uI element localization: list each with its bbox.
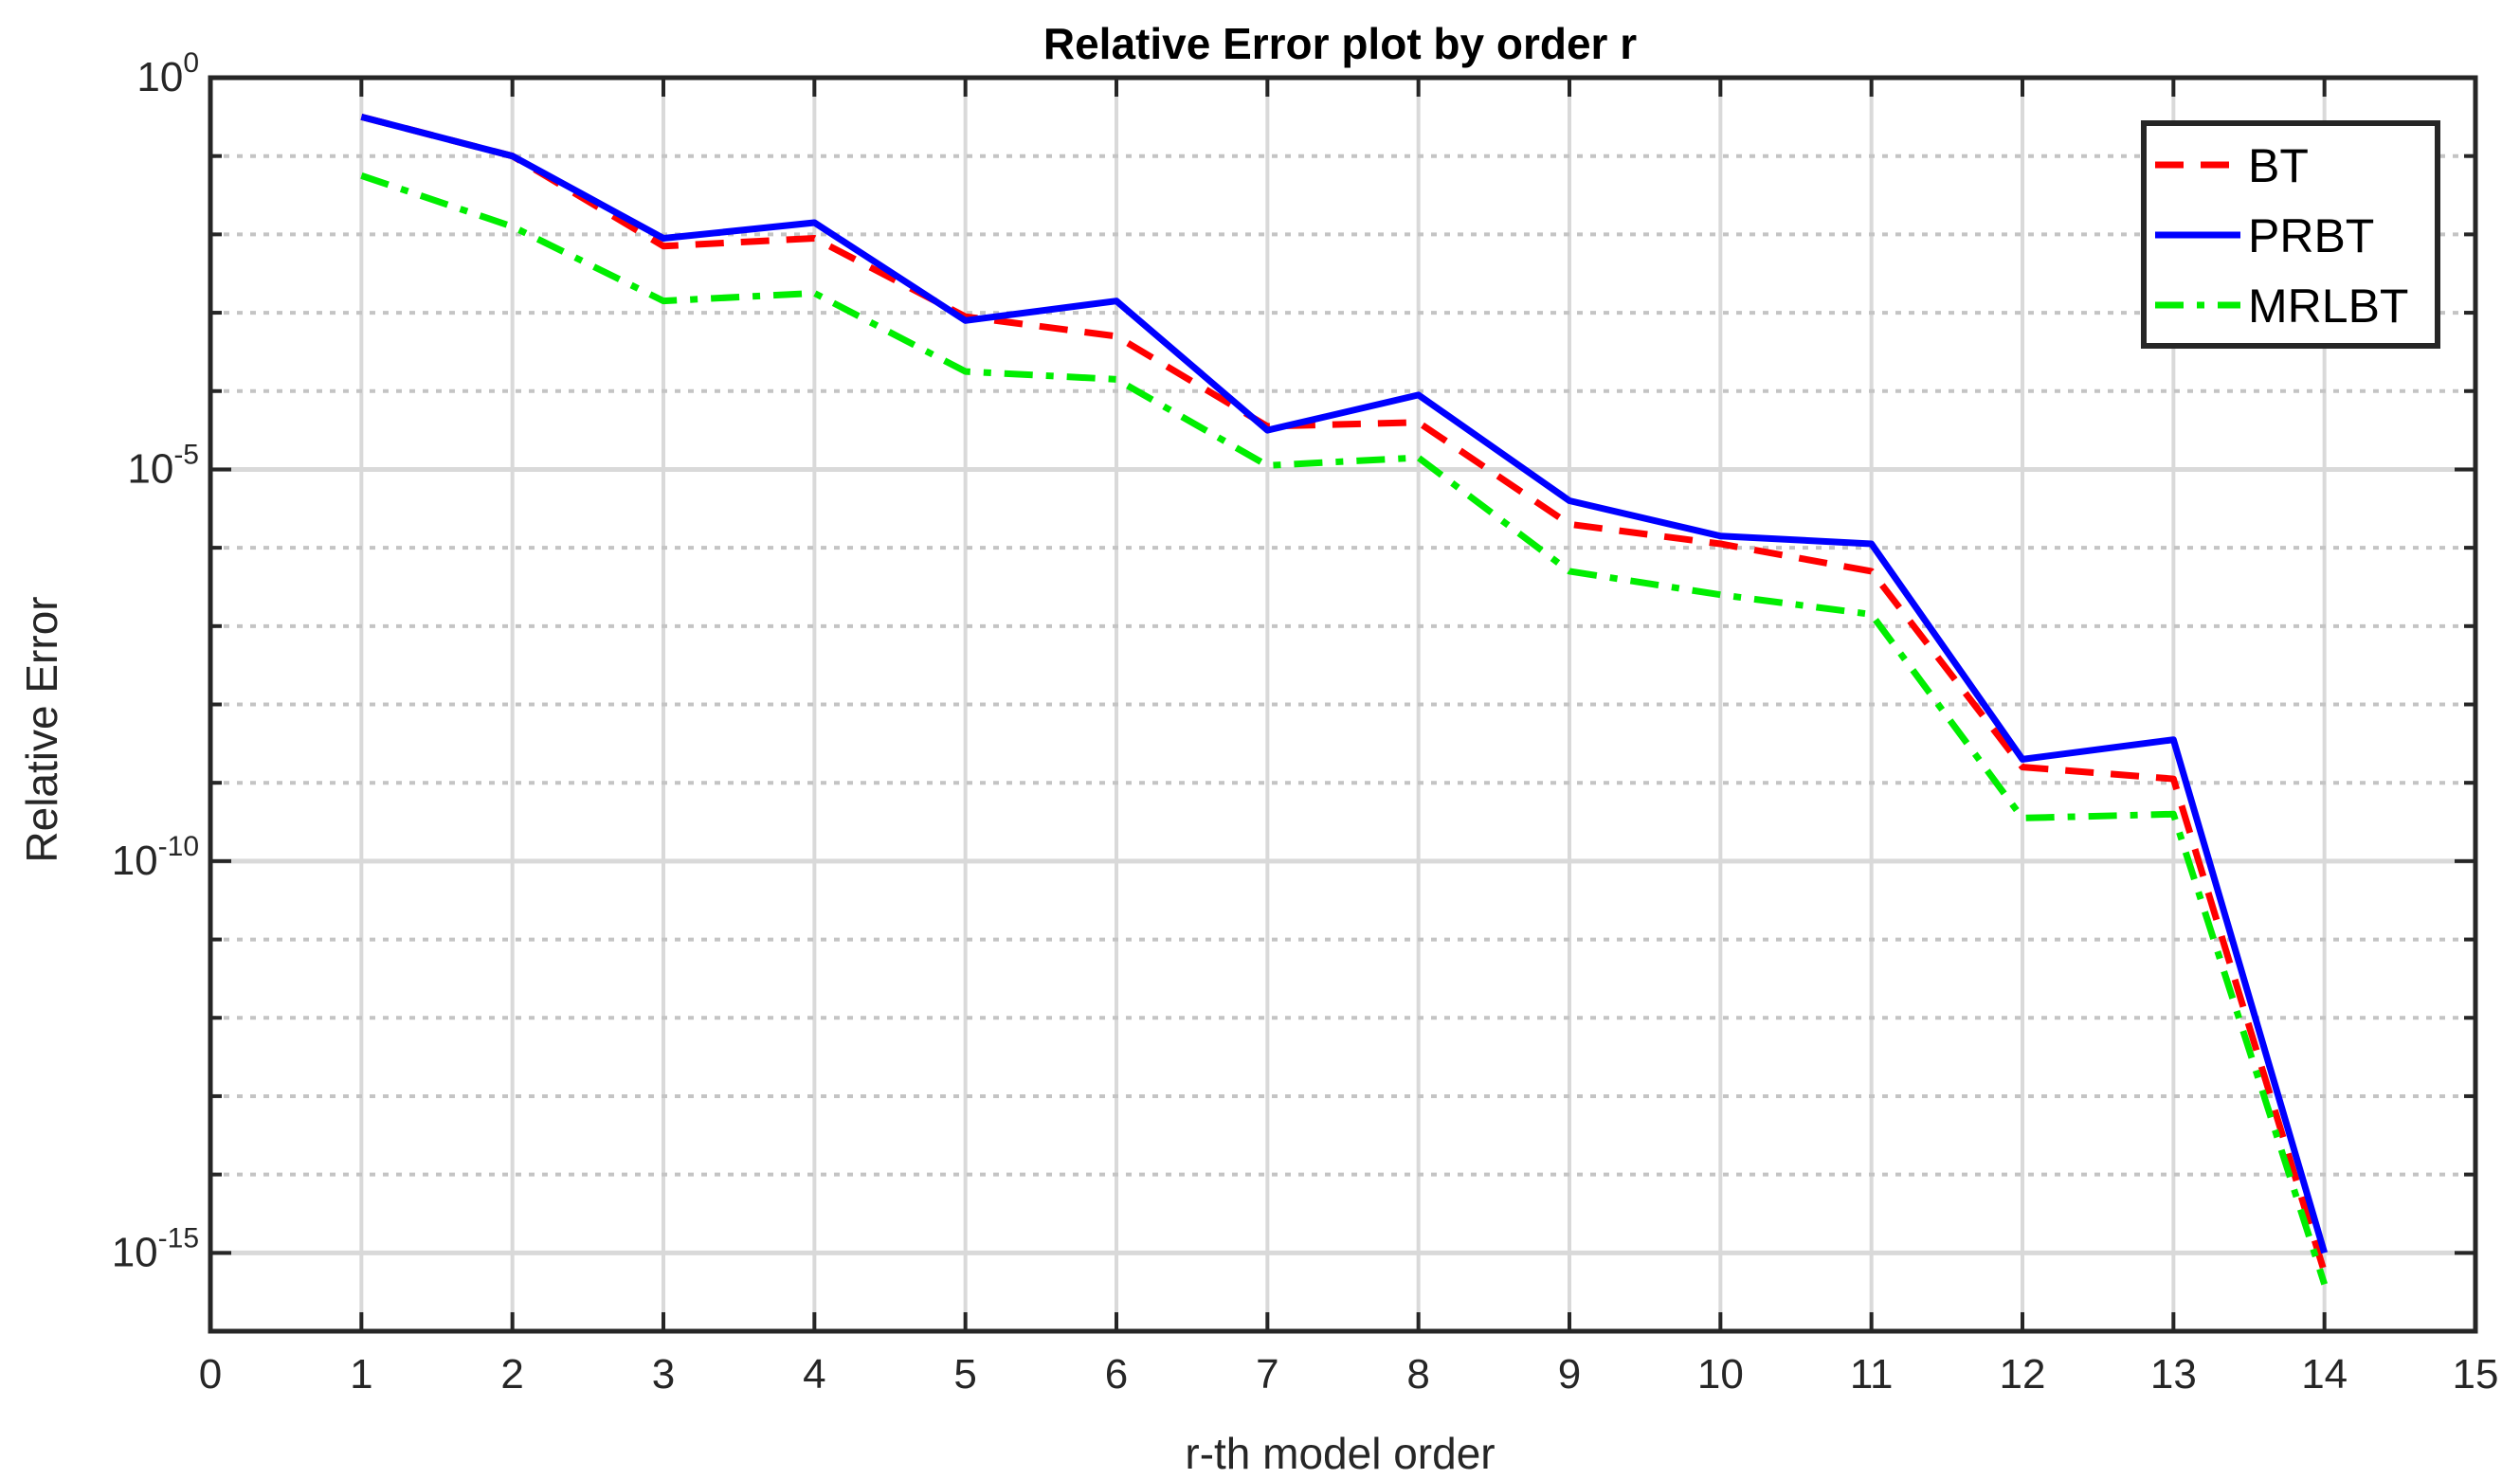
x-tick-label: 3 [652, 1351, 675, 1398]
x-tick-label: 0 [199, 1351, 222, 1398]
x-tick-label: 14 [2301, 1351, 2348, 1398]
x-tick-label: 12 [2000, 1351, 2046, 1398]
y-axis-title: Relative Error [17, 596, 66, 862]
y-tick-label: 100 [136, 47, 199, 100]
x-tick-label: 1 [350, 1351, 372, 1398]
chart-title: Relative Error plot by order r [1043, 19, 1637, 68]
x-tick-label: 10 [1697, 1351, 1744, 1398]
legend: BT PRBT MRLBT [2141, 120, 2440, 349]
x-tick-label: 5 [953, 1351, 976, 1398]
x-axis-title: r-th model order [1185, 1429, 1495, 1478]
x-tick-label: 9 [1558, 1351, 1581, 1398]
legend-label-mrlbt: MRLBT [2248, 280, 2408, 333]
legend-label-bt: BT [2248, 139, 2309, 192]
plot-lines [360, 113, 2329, 1286]
y-tick-label: 10-10 [112, 831, 199, 884]
x-tick-label: 2 [500, 1351, 523, 1398]
x-tick-label: 7 [1256, 1351, 1278, 1398]
series-line-mrlbt [360, 172, 2328, 1286]
x-tick-label: 8 [1406, 1351, 1429, 1398]
y-tick-label: 10-5 [127, 439, 199, 492]
x-tick-label: 6 [1105, 1351, 1128, 1398]
legend-label-prbt: PRBT [2248, 209, 2374, 262]
grid [208, 75, 2477, 1333]
x-tick-label: 11 [1850, 1351, 1894, 1398]
x-tick-label: 4 [803, 1351, 825, 1398]
y-tick-label: 10-15 [112, 1222, 199, 1275]
x-tick-label: 13 [2150, 1351, 2197, 1398]
series-line-bt [360, 113, 2329, 1274]
series-line-prbt [360, 113, 2329, 1254]
x-tick-label: 15 [2453, 1351, 2499, 1398]
